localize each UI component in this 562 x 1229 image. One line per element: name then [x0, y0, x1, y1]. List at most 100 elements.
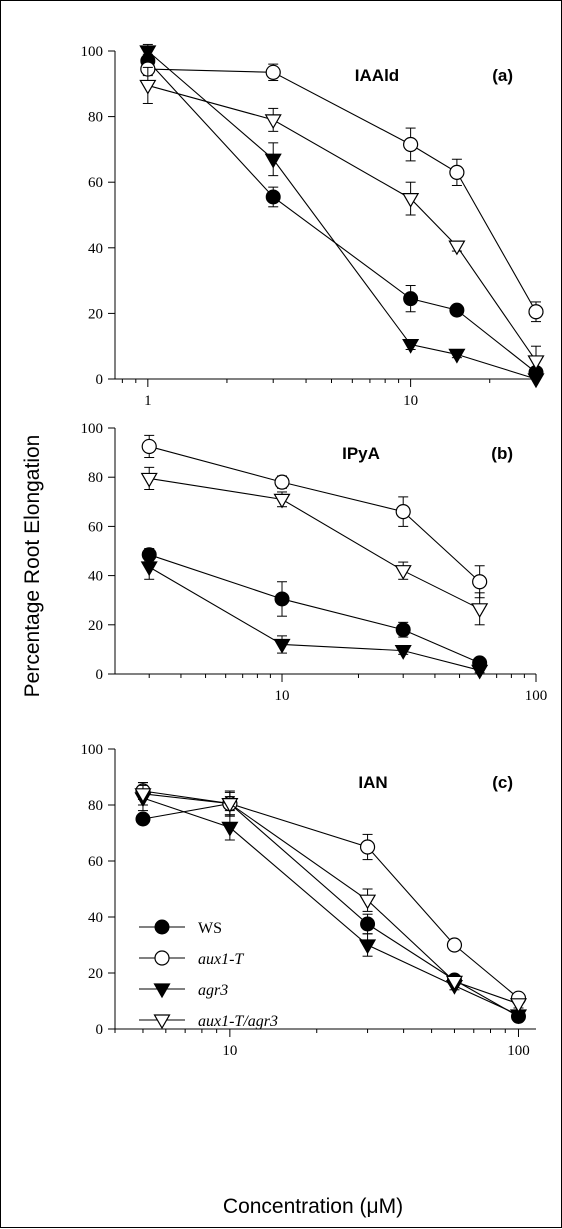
series-line [149, 445, 481, 583]
panel-title: IAAld [355, 66, 399, 85]
legend-label: agr3 [198, 982, 228, 999]
y-tick-label: 80 [88, 798, 103, 814]
data-point [360, 916, 376, 932]
data-point [402, 193, 420, 208]
legend-entry: agr3 [139, 982, 228, 999]
data-point [264, 114, 282, 130]
y-tick-label: 80 [88, 470, 103, 486]
series-aux1-t-agr3 [139, 66, 545, 377]
data-point [274, 474, 290, 490]
x-tick-label: 10 [222, 1043, 237, 1059]
data-point [471, 664, 489, 680]
series-aux1-t [141, 434, 488, 599]
panel-2: 0 20 40 60 80 100 10 100 IPyA (b) [81, 421, 548, 704]
legend-entry: aux1-T [139, 950, 244, 968]
legend-marker [153, 1014, 171, 1030]
data-point [135, 811, 151, 827]
data-point [471, 603, 489, 619]
data-point [472, 574, 488, 590]
data-point [265, 64, 281, 80]
x-axis-label: Concentration (μM) [223, 1195, 403, 1218]
y-tick-label: 60 [88, 519, 103, 535]
data-point [139, 79, 157, 95]
data-point [265, 189, 281, 205]
data-point [359, 894, 377, 910]
series-ws [135, 796, 526, 1024]
series-aux1-t [140, 61, 544, 323]
legend-label: aux1-T/agr3 [198, 1013, 278, 1030]
y-tick-label: 0 [96, 667, 104, 683]
x-tick-label: 100 [507, 1043, 530, 1059]
data-point [448, 240, 466, 256]
legend-marker [154, 950, 170, 966]
data-point [134, 788, 152, 804]
series-line [142, 793, 519, 1005]
data-point [527, 355, 545, 371]
legend-entry: aux1-T/agr3 [139, 1013, 278, 1030]
y-tick-label: 40 [88, 241, 103, 257]
y-tick-label: 80 [88, 110, 103, 126]
series-aux1-t-agr3 [140, 466, 489, 626]
data-point [449, 164, 465, 180]
series-line [147, 60, 537, 373]
series-ws [141, 547, 488, 671]
panel-1: 0 20 40 60 80 100 1 10 IAAld (a) [81, 43, 545, 409]
data-point [140, 472, 158, 488]
data-point [359, 939, 377, 955]
series-agr3 [140, 554, 489, 680]
y-tick-label: 0 [96, 1022, 104, 1038]
y-tick-label: 0 [96, 372, 104, 388]
data-point [403, 136, 419, 153]
x-tick-label: 1 [144, 393, 152, 409]
data-point [273, 493, 291, 509]
y-tick-label: 20 [88, 306, 103, 322]
data-point [446, 937, 463, 953]
data-point [449, 302, 465, 318]
data-point [395, 504, 411, 520]
data-point [221, 821, 239, 837]
series-aux1-t [135, 782, 527, 1006]
legend-marker [153, 983, 171, 999]
data-point [141, 438, 157, 455]
series-line [148, 566, 480, 671]
data-point [403, 291, 419, 307]
data-point [359, 839, 376, 855]
data-point [448, 348, 466, 364]
y-tick-label: 60 [88, 175, 103, 191]
data-point [273, 638, 291, 654]
data-point [394, 565, 412, 580]
panel-title: IAN [358, 773, 387, 792]
data-point [528, 304, 544, 320]
series-line [147, 84, 537, 362]
legend-label: aux1-T [198, 951, 244, 968]
data-point [395, 622, 411, 638]
y-axis-label: Percentage Root Elongation [21, 435, 44, 698]
series-line [147, 68, 537, 313]
panel-3: 0 20 40 60 80 100 10 100 IAN (c) [81, 742, 536, 1059]
x-tick-label: 100 [525, 688, 548, 704]
y-tick-label: 60 [88, 854, 103, 870]
y-tick-label: 100 [81, 742, 104, 758]
data-point [140, 561, 158, 577]
y-tick-label: 40 [88, 910, 103, 926]
legend-marker [154, 919, 170, 935]
x-tick-label: 10 [275, 688, 290, 704]
y-tick-label: 20 [88, 618, 103, 634]
series-agr3 [139, 43, 545, 389]
data-point [509, 998, 528, 1014]
y-tick-label: 20 [88, 966, 103, 982]
y-tick-label: 100 [81, 44, 104, 60]
panel-title: IPyA [342, 444, 380, 463]
panel-letter: (a) [492, 66, 513, 85]
x-tick-label: 10 [403, 393, 418, 409]
y-tick-label: 100 [81, 421, 104, 437]
series-line [147, 50, 537, 380]
data-point [394, 645, 412, 660]
series-aux1-t-agr3 [134, 782, 528, 1014]
panel-letter: (b) [491, 444, 513, 463]
panel-letter: (c) [492, 773, 513, 792]
data-point [402, 338, 420, 354]
